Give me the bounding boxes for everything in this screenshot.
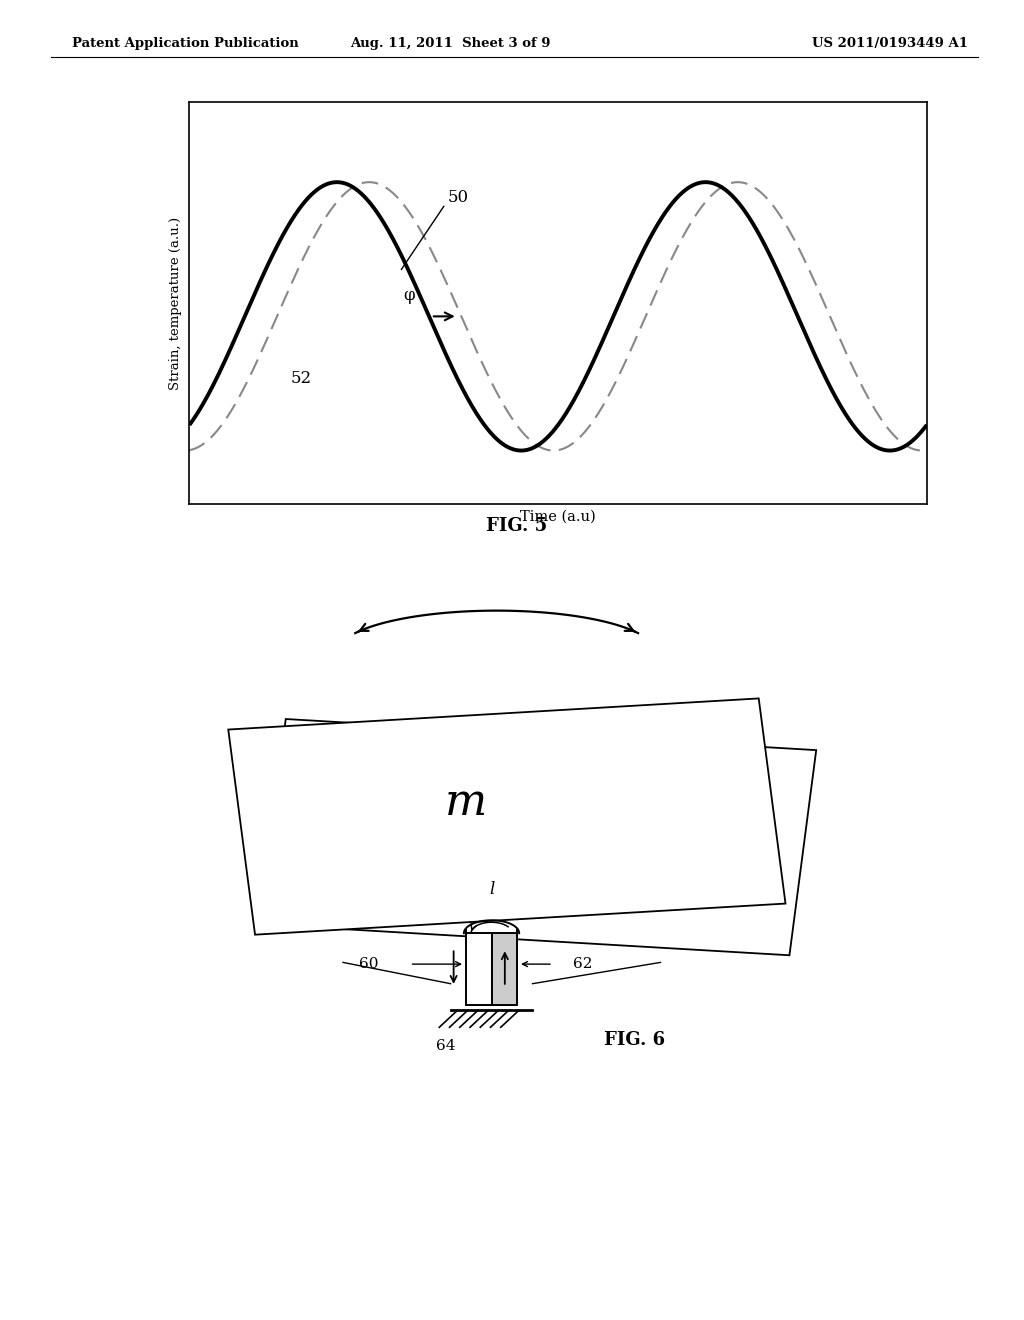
Text: l: l [488,880,495,898]
Text: 60: 60 [359,957,379,972]
Y-axis label: Strain, temperature (a.u.): Strain, temperature (a.u.) [170,216,182,389]
Text: Aug. 11, 2011  Sheet 3 of 9: Aug. 11, 2011 Sheet 3 of 9 [350,37,551,50]
Text: US 2011/0193449 A1: US 2011/0193449 A1 [812,37,968,50]
Text: 50: 50 [447,189,469,206]
Text: φ: φ [403,288,415,304]
Bar [466,933,492,1006]
Text: 52: 52 [291,371,312,388]
Text: 62: 62 [573,957,593,972]
Polygon shape [259,719,816,956]
Bar [492,933,517,1006]
Text: 64: 64 [435,1039,456,1053]
Text: Patent Application Publication: Patent Application Publication [72,37,298,50]
Text: FIG. 6: FIG. 6 [604,1031,666,1048]
Text: FIG. 5: FIG. 5 [486,516,548,535]
Polygon shape [228,698,785,935]
X-axis label: Time (a.u): Time (a.u) [520,510,596,524]
Text: m: m [444,781,487,825]
